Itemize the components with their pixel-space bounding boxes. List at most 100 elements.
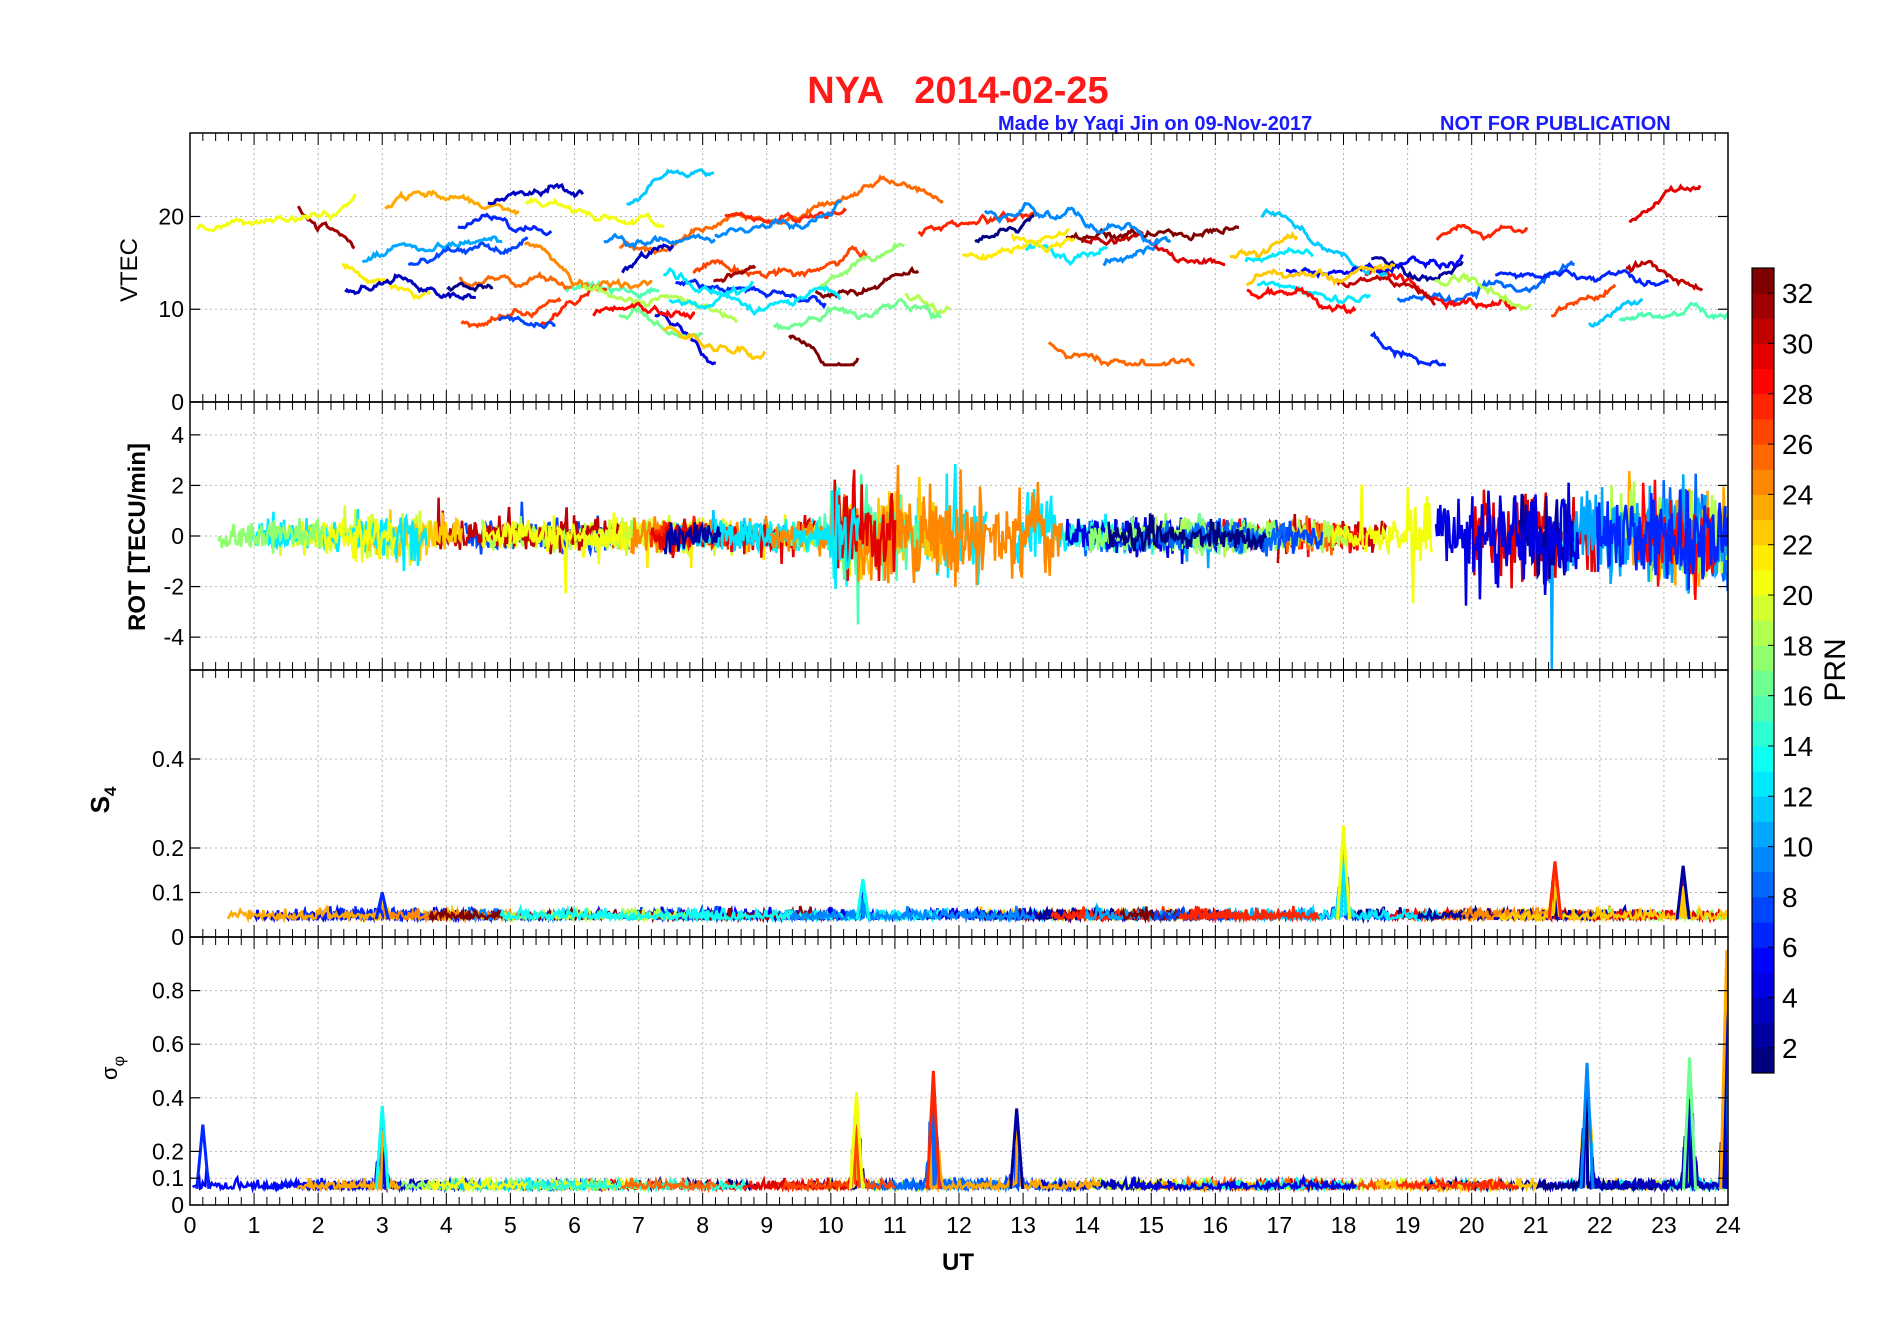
sigma_phi-spike bbox=[1719, 950, 1728, 1189]
vtec-arc-prn-3 bbox=[344, 272, 476, 301]
sigma-label-sub: φ bbox=[111, 1056, 128, 1066]
s4-trace-prn-23 bbox=[226, 905, 382, 924]
sigma_phi-trace-prn-5 bbox=[192, 1120, 391, 1194]
colorbar-band bbox=[1752, 771, 1774, 797]
sigma_phi-trace-prn-2 bbox=[1613, 1025, 1728, 1193]
y-tick-label: 0.1 bbox=[152, 880, 184, 906]
vtec-arc-prn-29 bbox=[1147, 239, 1226, 267]
x-tick-label: 13 bbox=[1010, 1212, 1036, 1238]
data-traces bbox=[196, 168, 1728, 368]
vtec-arc-prn-12 bbox=[1244, 246, 1314, 264]
data-traces bbox=[192, 950, 1728, 1194]
colorbar-band bbox=[1752, 1047, 1774, 1074]
colorbar-band bbox=[1752, 695, 1774, 722]
vtec-arc-prn-6 bbox=[457, 212, 553, 237]
vtec-arc-prn-22 bbox=[662, 325, 767, 361]
x-axis-label: UT bbox=[942, 1249, 974, 1276]
vtec-arc-prn-32 bbox=[814, 265, 920, 300]
vtec-arc-prn-2 bbox=[1371, 256, 1464, 283]
sigma_phi-trace-prn-1 bbox=[1420, 1093, 1655, 1194]
sigma_phi-trace-prn-29 bbox=[747, 1138, 859, 1193]
vtec-arc-prn-20 bbox=[524, 196, 665, 229]
colorbar-band bbox=[1752, 494, 1774, 521]
x-tick-label: 8 bbox=[696, 1212, 709, 1238]
sigma-label-main: σ bbox=[97, 1066, 122, 1080]
vtec-arc-prn-9 bbox=[603, 232, 716, 250]
colorbar-band bbox=[1752, 972, 1774, 999]
x-tick-label: 4 bbox=[440, 1212, 453, 1238]
vtec-arc-prn-21 bbox=[961, 227, 1071, 262]
s4-axis-label: S4 bbox=[85, 786, 120, 813]
vtec-arc-prn-32 bbox=[788, 334, 860, 367]
vtec-arc-prn-7 bbox=[498, 315, 556, 330]
s4-spike bbox=[1336, 825, 1351, 920]
x-tick-label: 21 bbox=[1523, 1212, 1549, 1238]
colorbar-band bbox=[1752, 343, 1774, 370]
sigma_phi-spike bbox=[374, 1105, 390, 1190]
rot-trace-prn-12 bbox=[792, 490, 860, 590]
colorbar-band bbox=[1752, 368, 1774, 395]
colorbar-band bbox=[1752, 1022, 1774, 1049]
colorbar-tick-label: 24 bbox=[1782, 479, 1813, 510]
vtec-arc-prn-29 bbox=[1628, 183, 1702, 224]
y-tick-label: 20 bbox=[158, 203, 184, 229]
y-tick-label: 4 bbox=[171, 422, 184, 448]
y-tick-label: 0 bbox=[171, 924, 184, 950]
vtec-arc-prn-6 bbox=[1494, 268, 1670, 288]
vtec-arc-prn-1 bbox=[974, 213, 1035, 244]
colorbar-band bbox=[1752, 947, 1774, 973]
x-tick-label: 9 bbox=[760, 1212, 773, 1238]
rot-trace-prn-20 bbox=[481, 512, 627, 594]
x-tick-label: 14 bbox=[1074, 1212, 1100, 1238]
vtec-arc-prn-28 bbox=[1364, 265, 1518, 312]
vtec-arc-prn-31 bbox=[713, 264, 757, 284]
vtec-arc-prn-27 bbox=[540, 283, 608, 326]
rot-trace-prn-1 bbox=[1107, 513, 1268, 553]
rot-trace-prn-10 bbox=[1547, 474, 1707, 670]
rot-trace-prn-2 bbox=[1518, 493, 1575, 585]
x-tick-label: 10 bbox=[818, 1212, 844, 1238]
data-traces bbox=[217, 463, 1728, 670]
colorbar-tick-label: 8 bbox=[1782, 882, 1798, 913]
vtec-arc-prn-30 bbox=[1334, 274, 1437, 306]
s4-trace-prn-13 bbox=[499, 903, 728, 924]
panel-sigma_phi: 00.10.20.40.60.80 1 2 3 4 5 6 7 8 9 10 11 12 13 14 15 16… bbox=[152, 936, 1741, 1238]
colorbar-frame bbox=[1751, 267, 1775, 1074]
vtec-arc-prn-25 bbox=[1047, 341, 1195, 368]
y-tick-label: 0 bbox=[171, 389, 184, 415]
sigma_phi-trace-prn-25 bbox=[620, 1176, 718, 1194]
colorbar-band bbox=[1752, 670, 1774, 697]
y-tick-label: 0.8 bbox=[152, 978, 184, 1004]
x-tick-label: 0 bbox=[184, 1212, 197, 1238]
colorbar-tick-label: 20 bbox=[1782, 580, 1813, 611]
rot-trace-prn-20 bbox=[301, 516, 397, 563]
svg-text:S4: S4 bbox=[85, 786, 120, 813]
s4-spike bbox=[855, 878, 871, 920]
colorbar-tick-label: 12 bbox=[1782, 781, 1813, 812]
y-tick-label: 2 bbox=[171, 472, 184, 498]
sigma-axis-label: σφ bbox=[97, 1056, 128, 1080]
sigma_phi-trace-prn-3 bbox=[1589, 981, 1728, 1193]
vtec-arc-prn-17 bbox=[819, 241, 905, 289]
vtec-arc-prn-18 bbox=[1434, 271, 1532, 312]
colorbar-band bbox=[1752, 418, 1774, 445]
data-traces bbox=[226, 825, 1728, 925]
x-tick-label: 19 bbox=[1395, 1212, 1421, 1238]
vtec-arc-prn-18 bbox=[582, 283, 738, 323]
vtec-arc-prn-9 bbox=[1102, 235, 1172, 267]
rot-trace-prn-6 bbox=[1595, 488, 1728, 590]
vtec-arc-prn-28 bbox=[1246, 285, 1357, 315]
vtec-arc-prn-26 bbox=[692, 245, 868, 280]
s4-label-main: S bbox=[85, 796, 115, 813]
x-tick-label: 12 bbox=[946, 1212, 972, 1238]
vtec-arc-prn-12 bbox=[668, 280, 755, 311]
x-tick-label: 16 bbox=[1203, 1212, 1229, 1238]
colorbar-tick-label: 32 bbox=[1782, 278, 1813, 309]
rot-trace-prn-2 bbox=[663, 520, 722, 555]
x-tick-label: 6 bbox=[568, 1212, 581, 1238]
colorbar-tick-label: 4 bbox=[1782, 983, 1798, 1014]
vtec-arc-prn-26 bbox=[460, 296, 562, 329]
vtec-arc-prn-12 bbox=[1256, 280, 1371, 305]
x-tick-label: 11 bbox=[883, 1212, 907, 1238]
